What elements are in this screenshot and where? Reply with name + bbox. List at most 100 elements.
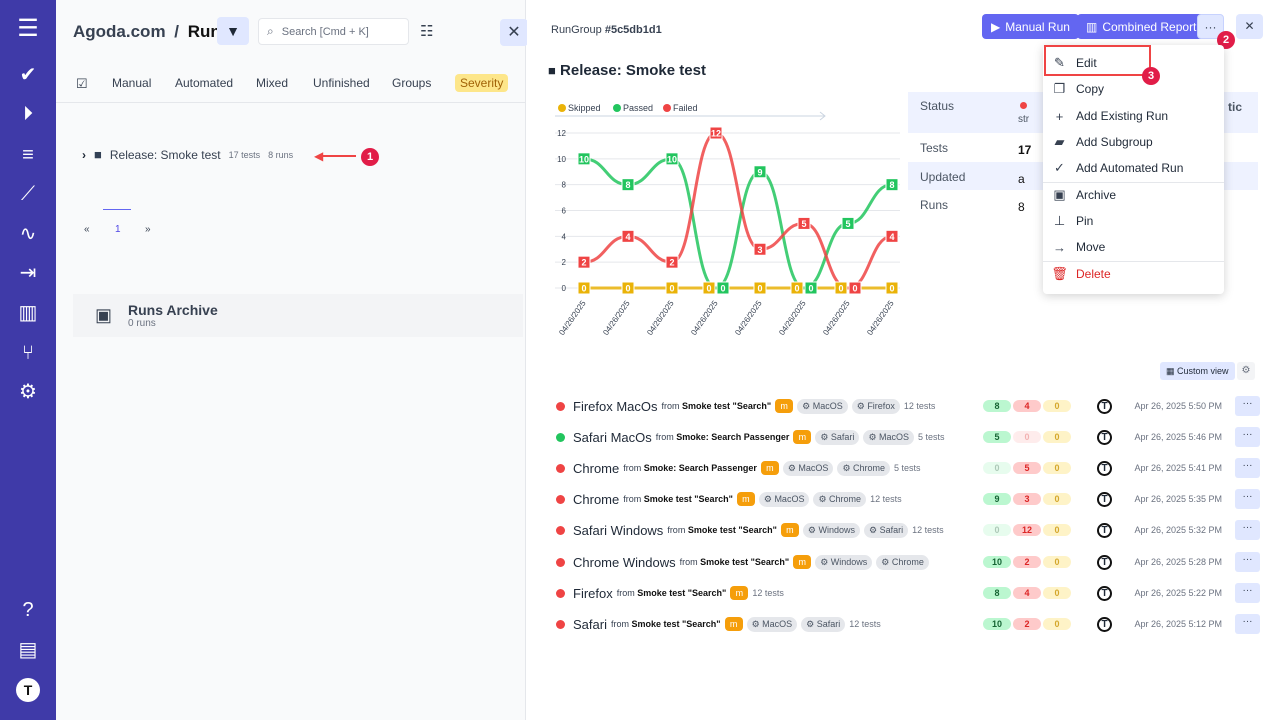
- data-point[interactable]: [621, 281, 635, 295]
- data-point[interactable]: [790, 281, 804, 295]
- tab-groups[interactable]: Groups: [392, 76, 432, 90]
- legend-label[interactable]: Failed: [673, 103, 698, 113]
- data-point[interactable]: [665, 255, 679, 269]
- data-point[interactable]: [797, 216, 811, 230]
- legend-label[interactable]: Skipped: [568, 103, 601, 113]
- run-row[interactable]: Safari from Smoke test "Search" m ⚙ MacOS…: [556, 612, 1260, 636]
- tab-unfinished[interactable]: Unfinished: [313, 76, 370, 90]
- menu-item-add-subgroup[interactable]: ▰ Add Subgroup: [1043, 130, 1224, 154]
- list-check-icon[interactable]: ≡: [22, 144, 34, 166]
- run-name[interactable]: Chrome: [573, 460, 620, 476]
- pagination-next[interactable]: »: [145, 224, 151, 235]
- data-point[interactable]: [885, 281, 899, 295]
- data-point[interactable]: [834, 281, 848, 295]
- run-name[interactable]: Chrome: [573, 491, 620, 507]
- run-row[interactable]: Firefox from Smoke test "Search" m 12 te…: [556, 581, 1260, 605]
- run-more-button[interactable]: ···: [1235, 396, 1260, 416]
- breadcrumb-project[interactable]: Agoda.com: [73, 22, 166, 41]
- help-icon[interactable]: ?: [22, 599, 34, 621]
- runs-archive[interactable]: ▣ Runs Archive 0 runs: [73, 294, 523, 337]
- more-options-button[interactable]: ···: [1197, 14, 1224, 39]
- menu-item-archive[interactable]: ▣ Archive: [1043, 183, 1224, 207]
- menu-item-edit[interactable]: ✎ Edit: [1043, 51, 1224, 75]
- data-point[interactable]: [577, 152, 591, 166]
- run-row[interactable]: Firefox MacOs from Smoke test "Search" m…: [556, 394, 1260, 418]
- data-point[interactable]: [848, 281, 862, 295]
- gear-icon[interactable]: ⚙: [19, 381, 37, 403]
- data-point[interactable]: [621, 229, 635, 243]
- view-settings-gear-icon[interactable]: ⚙: [1237, 362, 1255, 380]
- manual-run-button[interactable]: ▶ Manual Run: [982, 14, 1079, 39]
- close-panel-button[interactable]: ✕: [500, 19, 528, 46]
- projects-icon[interactable]: ▤: [18, 639, 38, 661]
- run-more-button[interactable]: ···: [1235, 583, 1260, 603]
- run-more-button[interactable]: ···: [1235, 614, 1260, 634]
- data-point[interactable]: [885, 229, 899, 243]
- run-name[interactable]: Firefox MacOs: [573, 398, 658, 414]
- branch-icon[interactable]: ⑂: [22, 342, 34, 364]
- data-point[interactable]: [577, 281, 591, 295]
- data-point[interactable]: [621, 178, 635, 192]
- run-group-item[interactable]: › ■ Release: Smoke test 17 tests 8 runs: [82, 147, 293, 162]
- tab-mixed[interactable]: Mixed: [256, 76, 289, 90]
- filter-button[interactable]: ▼: [217, 17, 249, 45]
- run-row[interactable]: Safari Windows from Smoke test "Search" …: [556, 518, 1260, 542]
- legend-arrow-icon[interactable]: [819, 111, 826, 121]
- settings-sliders-icon[interactable]: ☷: [420, 23, 434, 40]
- data-point[interactable]: [804, 281, 818, 295]
- run-row[interactable]: Chrome from Smoke: Search Passenger m ⚙ M…: [556, 456, 1260, 480]
- legend-marker[interactable]: [613, 104, 621, 112]
- run-row[interactable]: Chrome from Smoke test "Search" m ⚙ MacOS…: [556, 487, 1260, 511]
- pagination-page[interactable]: 1: [115, 224, 121, 235]
- chevron-right-icon[interactable]: ›: [82, 147, 86, 162]
- run-more-button[interactable]: ···: [1235, 520, 1260, 540]
- menu-item-add-existing-run[interactable]: + Add Existing Run: [1043, 104, 1224, 128]
- data-point[interactable]: [716, 281, 730, 295]
- run-name[interactable]: Chrome Windows: [573, 554, 676, 570]
- run-row[interactable]: Chrome Windows from Smoke test "Search" …: [556, 550, 1260, 574]
- combined-report-button[interactable]: ▥ Combined Report: [1077, 14, 1206, 39]
- data-point[interactable]: [753, 281, 767, 295]
- menu-item-move[interactable]: → Move: [1043, 235, 1224, 259]
- run-name[interactable]: Safari MacOs: [573, 429, 652, 445]
- data-point[interactable]: [753, 242, 767, 256]
- tab-severity[interactable]: Severity: [455, 74, 509, 92]
- menu-icon[interactable]: ☰: [17, 15, 39, 42]
- data-point[interactable]: [665, 152, 679, 166]
- data-point[interactable]: [702, 281, 716, 295]
- data-point[interactable]: [885, 178, 899, 192]
- import-icon[interactable]: ⇥: [19, 262, 37, 284]
- menu-item-delete[interactable]: 🗑 Delete: [1043, 262, 1224, 286]
- steps-icon[interactable]: ⟋: [21, 183, 35, 205]
- data-point[interactable]: [753, 165, 767, 179]
- data-point[interactable]: [665, 281, 679, 295]
- pagination-prev[interactable]: «: [84, 224, 90, 235]
- legend-marker[interactable]: [558, 104, 566, 112]
- custom-view-button[interactable]: ▦ Custom view: [1160, 362, 1235, 380]
- legend-marker[interactable]: [663, 104, 671, 112]
- data-point[interactable]: [841, 216, 855, 230]
- check-icon[interactable]: ✔: [19, 64, 37, 86]
- run-more-button[interactable]: ···: [1235, 489, 1260, 509]
- data-point[interactable]: [577, 255, 591, 269]
- run-more-button[interactable]: ···: [1235, 458, 1260, 478]
- menu-item-pin[interactable]: ⊥ Pin: [1043, 209, 1224, 233]
- pulse-icon[interactable]: ∿: [19, 223, 37, 245]
- menu-item-copy[interactable]: ❐ Copy: [1043, 77, 1224, 101]
- menu-item-add-automated-run[interactable]: ✓ Add Automated Run: [1043, 156, 1224, 180]
- search-input[interactable]: ⌕ Search [Cmd + K]: [258, 18, 409, 45]
- analytics-icon[interactable]: ▥: [18, 302, 38, 324]
- run-row[interactable]: Safari MacOs from Smoke: Search Passenge…: [556, 425, 1260, 449]
- run-more-button[interactable]: ···: [1235, 552, 1260, 572]
- close-button[interactable]: ✕: [1236, 14, 1263, 39]
- run-name[interactable]: Firefox: [573, 585, 613, 601]
- data-point[interactable]: [709, 126, 723, 140]
- run-name[interactable]: Safari Windows: [573, 522, 664, 538]
- run-more-button[interactable]: ···: [1235, 427, 1260, 447]
- multi-select-icon[interactable]: ☑: [76, 76, 88, 91]
- play-icon[interactable]: ⏵: [23, 103, 33, 125]
- user-avatar-icon[interactable]: T: [16, 678, 40, 702]
- tab-automated[interactable]: Automated: [175, 76, 234, 90]
- legend-label[interactable]: Passed: [623, 103, 653, 113]
- run-name[interactable]: Safari: [573, 616, 607, 632]
